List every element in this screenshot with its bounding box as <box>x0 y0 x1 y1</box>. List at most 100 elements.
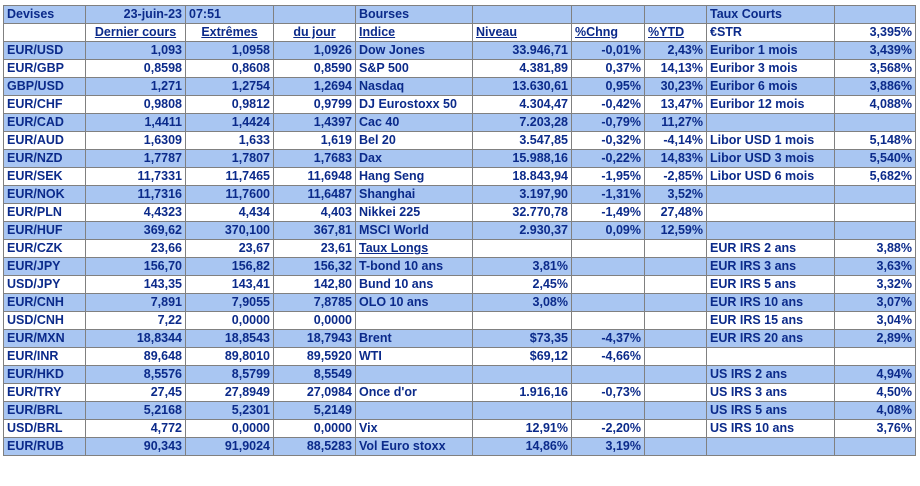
high-price: 4,434 <box>185 203 274 222</box>
fx-pair: EUR/NOK <box>3 185 86 204</box>
high-price: 0,8608 <box>185 59 274 78</box>
high-price: 5,2301 <box>185 401 274 420</box>
index-level: 2,45% <box>472 275 572 294</box>
fx-pair: EUR/RUB <box>3 437 86 456</box>
low-price: 5,2149 <box>273 401 356 420</box>
ytd-pct: -4,14% <box>644 131 707 150</box>
fx-pair: EUR/CZK <box>3 239 86 258</box>
table-row: EUR/HUF 369,62 370,100 367,81 MSCI World 2.93… <box>3 221 916 240</box>
change-pct: -0,22% <box>571 149 645 168</box>
table-row: USD/BRL 4,772 0,0000 0,0000 Vix 12,91% -2,20% U… <box>3 419 916 438</box>
fx-pair: EUR/GBP <box>3 59 86 78</box>
rate-name: EUR IRS 3 ans <box>706 257 835 276</box>
taux-courts-title: Taux Courts <box>706 5 835 24</box>
low-price: 23,61 <box>273 239 356 258</box>
high-price: 23,67 <box>185 239 274 258</box>
index-name: Nikkei 225 <box>355 203 473 222</box>
index-level: 4.304,47 <box>472 95 572 114</box>
ytd-pct: 14,83% <box>644 149 707 168</box>
low-price: 1,4397 <box>273 113 356 132</box>
fx-pair: EUR/CNH <box>3 293 86 312</box>
rate-value: 3,76% <box>834 419 916 438</box>
rate-value: 4,08% <box>834 401 916 420</box>
high-price: 8,5799 <box>185 365 274 384</box>
col-niveau: Niveau <box>472 23 572 42</box>
high-price: 143,41 <box>185 275 274 294</box>
rate-name <box>706 347 835 366</box>
fx-pair: GBP/USD <box>3 77 86 96</box>
ytd-pct <box>644 347 707 366</box>
index-level: 3.197,90 <box>472 185 572 204</box>
index-level: 3,08% <box>472 293 572 312</box>
ytd-pct <box>644 311 707 330</box>
last-price: 369,62 <box>85 221 186 240</box>
high-price: 18,8543 <box>185 329 274 348</box>
ytd-pct: 12,59% <box>644 221 707 240</box>
rate-value <box>834 203 916 222</box>
index-level: 1.916,16 <box>472 383 572 402</box>
subheader-row: Dernier cours Extrêmes du jour Indice Ni… <box>3 23 916 42</box>
index-level: 14,86% <box>472 437 572 456</box>
rate-value <box>834 221 916 240</box>
table-row: EUR/BRL 5,2168 5,2301 5,2149 US IRS 5 ans 4,0… <box>3 401 916 420</box>
ytd-pct <box>644 329 707 348</box>
fx-pair: USD/BRL <box>3 419 86 438</box>
rate-name <box>706 203 835 222</box>
low-price: 142,80 <box>273 275 356 294</box>
market-rates-table: Devises 23-juin-23 07:51 Bourses Taux Co… <box>3 5 916 456</box>
table-row: USD/JPY 143,35 143,41 142,80 Bund 10 ans 2,45… <box>3 275 916 294</box>
fx-pair: EUR/JPY <box>3 257 86 276</box>
last-price: 7,891 <box>85 293 186 312</box>
rate-value: 5,540% <box>834 149 916 168</box>
ytd-pct: 14,13% <box>644 59 707 78</box>
change-pct: 0,37% <box>571 59 645 78</box>
index-level: $69,12 <box>472 347 572 366</box>
col-chng: %Chng <box>571 23 645 42</box>
low-price: 1,2694 <box>273 77 356 96</box>
fx-pair: EUR/BRL <box>3 401 86 420</box>
rate-name: Euribor 6 mois <box>706 77 835 96</box>
table-row: EUR/PLN 4,4323 4,434 4,403 Nikkei 225 32.770,… <box>3 203 916 222</box>
last-price: 1,6309 <box>85 131 186 150</box>
rate-name: Libor USD 1 mois <box>706 131 835 150</box>
rate-name <box>706 437 835 456</box>
rate-value: 5,682% <box>834 167 916 186</box>
change-pct: 0,95% <box>571 77 645 96</box>
high-price: 156,82 <box>185 257 274 276</box>
high-price: 7,9055 <box>185 293 274 312</box>
high-price: 89,8010 <box>185 347 274 366</box>
rate-name: US IRS 2 ans <box>706 365 835 384</box>
change-pct <box>571 239 645 258</box>
index-level: 12,91% <box>472 419 572 438</box>
change-pct <box>571 311 645 330</box>
table-row: EUR/INR 89,648 89,8010 89,5920 WTI $69,12 -4,6… <box>3 347 916 366</box>
rate-name: EUR IRS 2 ans <box>706 239 835 258</box>
low-price: 0,0000 <box>273 311 356 330</box>
index-level <box>472 311 572 330</box>
change-pct: -0,79% <box>571 113 645 132</box>
last-price: 23,66 <box>85 239 186 258</box>
fx-pair: USD/JPY <box>3 275 86 294</box>
high-price: 0,0000 <box>185 419 274 438</box>
index-name <box>355 365 473 384</box>
last-price: 11,7331 <box>85 167 186 186</box>
table-row: EUR/CHF 0,9808 0,9812 0,9799 DJ Eurostoxx 50… <box>3 95 916 114</box>
ytd-pct: 3,52% <box>644 185 707 204</box>
ytd-pct <box>644 383 707 402</box>
empty-cell <box>834 5 916 24</box>
high-price: 1,7807 <box>185 149 274 168</box>
ytd-pct <box>644 437 707 456</box>
change-pct <box>571 275 645 294</box>
index-name: OLO 10 ans <box>355 293 473 312</box>
last-price: 1,093 <box>85 41 186 60</box>
ytd-pct <box>644 257 707 276</box>
table-row: EUR/NZD 1,7787 1,7807 1,7683 Dax 15.988,16 -0,… <box>3 149 916 168</box>
change-pct: -2,20% <box>571 419 645 438</box>
ytd-pct <box>644 365 707 384</box>
last-price: 89,648 <box>85 347 186 366</box>
table-row: EUR/NOK 11,7316 11,7600 11,6487 Shanghai 3.19… <box>3 185 916 204</box>
high-price: 1,0958 <box>185 41 274 60</box>
change-pct: -1,95% <box>571 167 645 186</box>
last-price: 18,8344 <box>85 329 186 348</box>
col-dernier-cours: Dernier cours <box>85 23 186 42</box>
